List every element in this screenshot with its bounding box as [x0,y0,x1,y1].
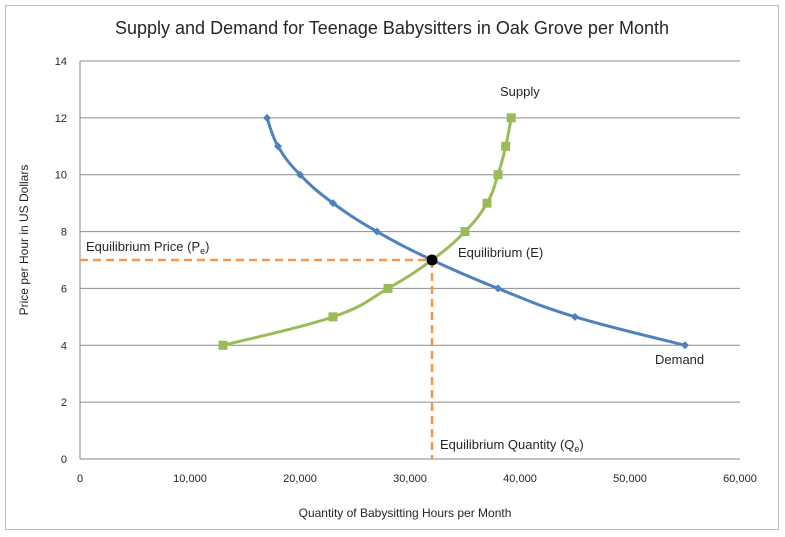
chart-title: Supply and Demand for Teenage Babysitter… [115,18,669,38]
demand-point-4 [373,227,381,236]
x-tick-label: 10,000 [173,473,207,485]
y-tick-label: 2 [61,397,67,409]
x-tick-label: 50,000 [613,473,647,485]
demand-point-0 [263,113,271,122]
x-tick-label: 20,000 [283,473,317,485]
demand-label: Demand [655,352,704,367]
demand-point-3 [329,199,337,208]
y-tick-label: 10 [55,170,67,182]
x-axis-label: Quantity of Babysitting Hours per Month [299,506,512,520]
equilibrium-label: Equilibrium (E) [458,245,543,260]
demand-point-7 [571,312,579,321]
supply-point-0 [218,340,228,350]
equilibrium-point [426,254,438,266]
x-tick-label: 60,000 [723,473,757,485]
supply-point-8 [506,113,516,123]
supply-point-6 [493,170,503,180]
supply-point-7 [501,141,511,151]
supply-point-1 [328,312,338,322]
y-tick-label: 0 [61,454,67,466]
equilibrium-guides [80,258,434,459]
y-tick-label: 8 [61,227,67,239]
chart-frame [5,5,779,530]
y-tick-label: 12 [55,113,67,125]
demand-point-8 [681,341,689,350]
x-tick-label: 30,000 [393,473,427,485]
equilibrium-quantity-label: Equilibrium Quantity (Qe) [440,437,584,454]
y-axis-label: Price per Hour in US Dollars [17,165,31,316]
equilibrium-price-label: Equilibrium Price (Pe) [86,239,210,256]
supply-point-2 [383,283,393,293]
y-tick-label: 14 [55,56,67,68]
supply-point-4 [460,227,470,237]
demand-point-6 [494,284,502,293]
y-tick-labels: 0 2 4 6 8 10 12 14 [55,56,67,466]
y-tick-label: 4 [61,340,67,352]
y-tick-label: 6 [61,283,67,295]
x-tick-label: 0 [77,473,83,485]
supply-point-5 [482,198,492,208]
x-tick-label: 40,000 [503,473,537,485]
equilibrium-layer [426,254,438,266]
x-tick-labels: 0 10,000 20,000 30,000 40,000 50,000 60,000 [77,473,757,485]
demand-point-1 [274,142,282,151]
demand-point-2 [296,170,304,179]
demand-line [265,117,686,347]
supply-label: Supply [500,84,540,99]
